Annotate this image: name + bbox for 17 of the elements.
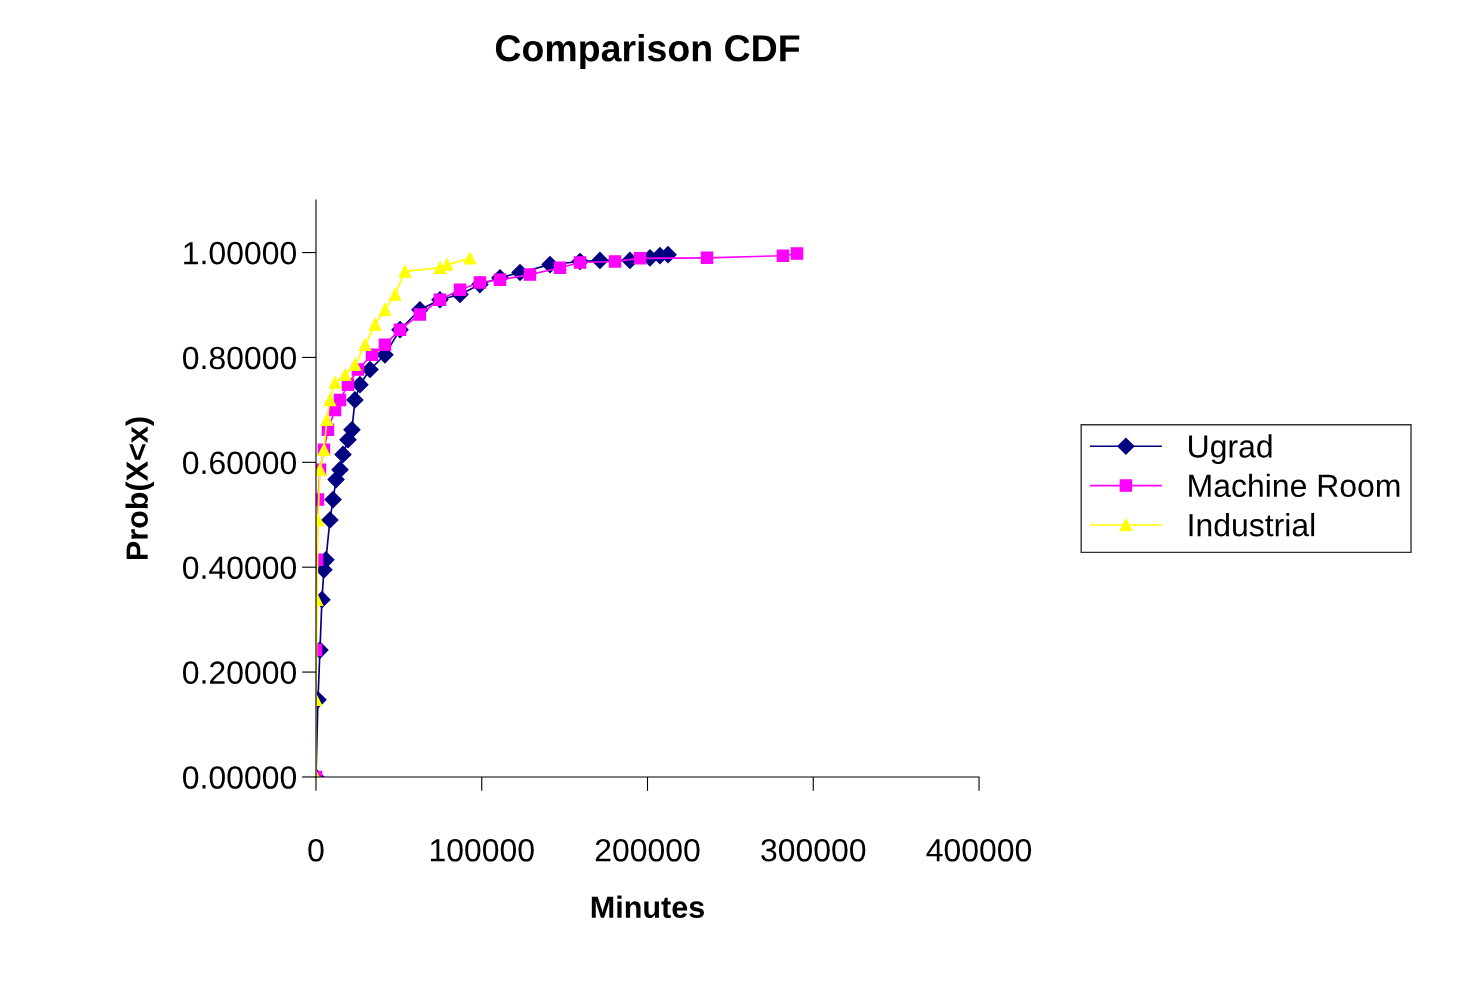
y-tick-label: 0.00000 bbox=[183, 766, 296, 789]
y-tick-label: 0.20000 bbox=[183, 661, 296, 684]
y-tick-label: 1.00000 bbox=[184, 241, 296, 265]
x-tick-label: 0 bbox=[308, 838, 324, 862]
x-tick-label: 400000 bbox=[926, 838, 1032, 862]
legend-label: Industrial bbox=[1189, 513, 1315, 537]
x-tick-label: 200000 bbox=[595, 838, 700, 862]
y-tick-label: 0.60000 bbox=[183, 451, 296, 475]
x-axis-title: Minutes bbox=[591, 895, 704, 919]
y-tick-label: 0.40000 bbox=[183, 556, 296, 580]
legend-label: Ugrad bbox=[1189, 434, 1272, 465]
y-tick-label: 0.80000 bbox=[183, 346, 296, 370]
x-tick-label: 100000 bbox=[430, 838, 534, 862]
x-tick-label: 300000 bbox=[761, 838, 866, 862]
chart-title: Comparison CDF bbox=[495, 34, 800, 70]
legend-label: Machine Room bbox=[1189, 473, 1400, 498]
y-axis-title: Prob(X<x) bbox=[125, 417, 154, 560]
